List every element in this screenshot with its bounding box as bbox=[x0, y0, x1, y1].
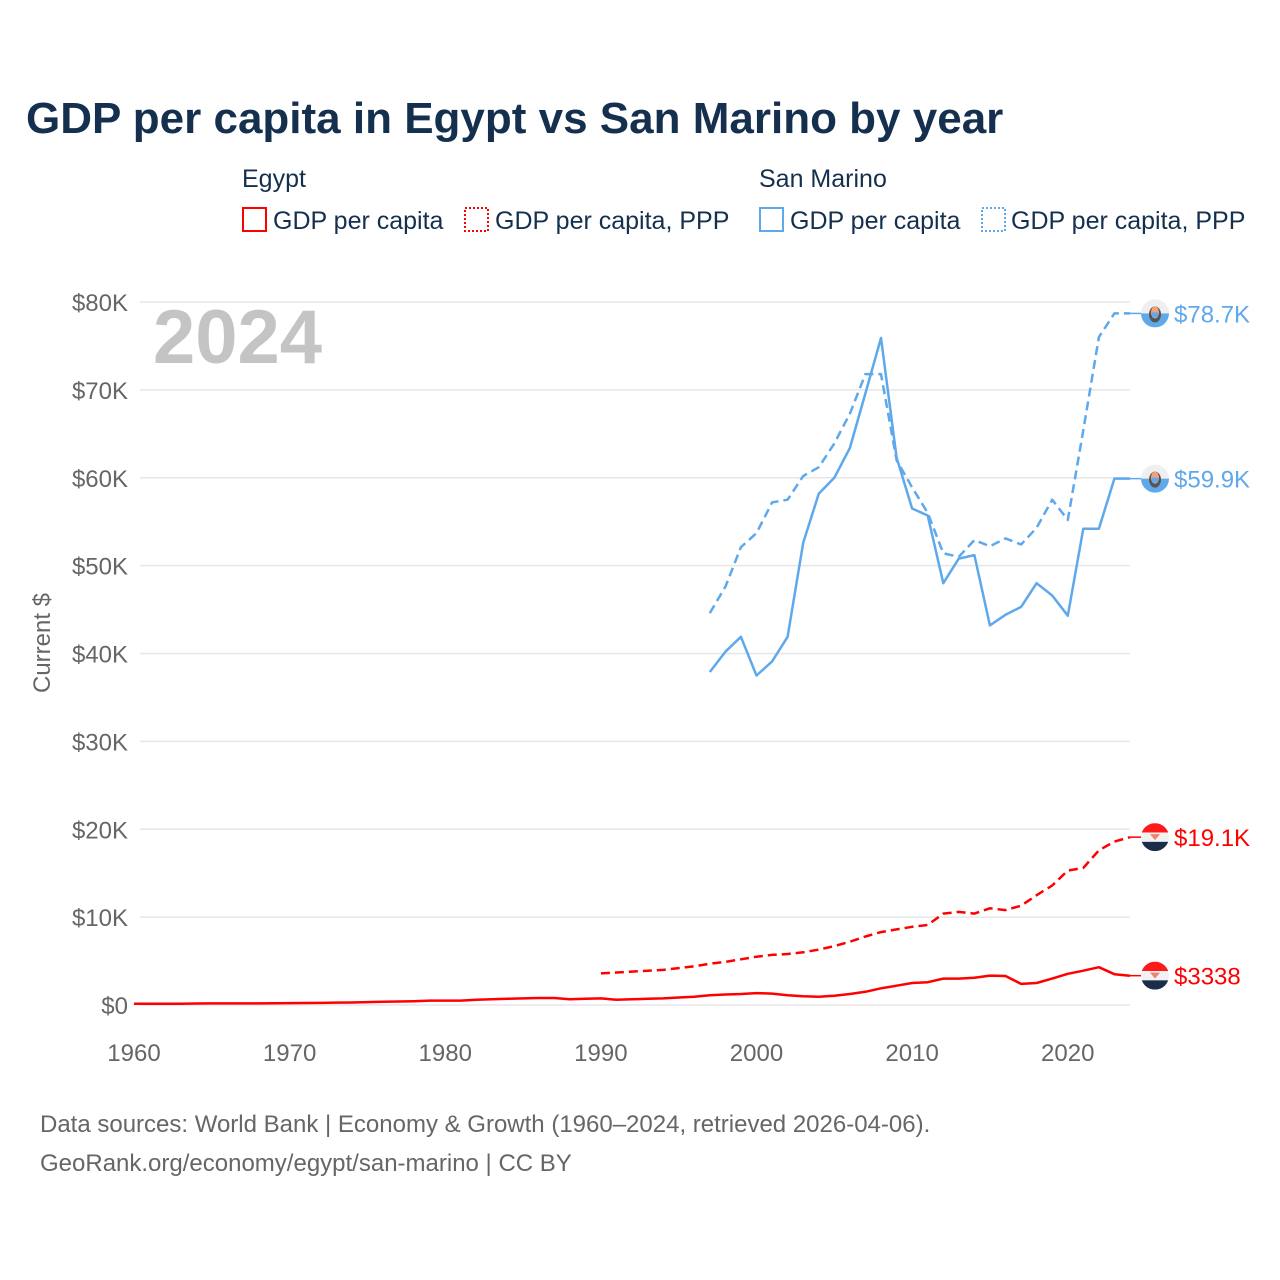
end-value-label: $3338 bbox=[1174, 964, 1241, 991]
legend-group-san-marino: San Marino bbox=[759, 165, 887, 193]
legend-label: GDP per capita, PPP bbox=[1011, 207, 1245, 235]
year-watermark: 2024 bbox=[153, 295, 322, 380]
legend-swatch bbox=[981, 207, 1006, 232]
legend-swatch bbox=[759, 207, 784, 232]
legend-item-san-marino-ppp[interactable]: GDP per capita, PPP bbox=[981, 207, 1245, 235]
y-tick-label: $0 bbox=[101, 993, 128, 1020]
x-tick-label: 1970 bbox=[263, 1040, 316, 1067]
y-tick-label: $60K bbox=[72, 466, 128, 493]
gridlines bbox=[140, 301, 1130, 1006]
series-lines bbox=[134, 312, 1131, 1006]
legend: Egypt San Marino GDP per capita GDP per … bbox=[242, 165, 1245, 235]
legend-label: GDP per capita bbox=[273, 207, 444, 235]
x-tick-label: 2000 bbox=[730, 1040, 783, 1067]
legend-item-san-marino-gdp[interactable]: GDP per capita bbox=[759, 207, 961, 235]
end-label-group: $19.1K bbox=[1130, 823, 1250, 852]
series-line-egypt-gdp-per-capita[interactable] bbox=[134, 965, 1131, 1006]
x-tick-label: 1960 bbox=[107, 1040, 160, 1067]
y-tick-label: $40K bbox=[72, 642, 128, 669]
y-tick-label: $30K bbox=[72, 729, 128, 756]
series-line-san-marino-gdp-per-capita[interactable] bbox=[708, 336, 1130, 677]
series-line-san-marino-gdp-per-capita-ppp[interactable] bbox=[708, 312, 1130, 614]
egypt-flag-icon bbox=[1141, 823, 1169, 852]
legend-label: GDP per capita bbox=[790, 207, 961, 235]
y-tick-label: $80K bbox=[72, 290, 128, 317]
y-axis-label: Current $ bbox=[29, 593, 56, 693]
y-tick-label: $10K bbox=[72, 905, 128, 932]
y-axis-ticks: $0 $10K $20K $30K $40K $50K $60K $70K $80K bbox=[72, 290, 128, 1020]
end-value-label: $19.1K bbox=[1174, 825, 1250, 852]
x-tick-label: 1980 bbox=[419, 1040, 472, 1067]
legend-item-egypt-gdp[interactable]: GDP per capita bbox=[242, 207, 444, 235]
end-value-label: $59.9K bbox=[1174, 467, 1250, 494]
end-value-label: $78.7K bbox=[1174, 301, 1250, 328]
legend-item-egypt-ppp[interactable]: GDP per capita, PPP bbox=[464, 207, 729, 235]
egypt-flag-icon bbox=[1141, 961, 1169, 990]
series-line-egypt-gdp-per-capita-ppp[interactable] bbox=[600, 835, 1131, 975]
end-label-group: $78.7K bbox=[1130, 299, 1250, 328]
y-tick-label: $70K bbox=[72, 378, 128, 405]
legend-swatch bbox=[464, 207, 489, 232]
end-label-group: $3338 bbox=[1130, 961, 1241, 991]
footer-link[interactable]: GeoRank.org/economy/egypt/san-marino | C… bbox=[40, 1150, 572, 1177]
y-tick-label: $50K bbox=[72, 554, 128, 581]
x-tick-label: 1990 bbox=[574, 1040, 627, 1067]
x-tick-label: 2020 bbox=[1041, 1040, 1094, 1067]
san-marino-flag-icon bbox=[1141, 464, 1169, 493]
end-label-group: $59.9K bbox=[1130, 464, 1250, 494]
legend-label: GDP per capita, PPP bbox=[495, 207, 729, 235]
y-tick-label: $20K bbox=[72, 817, 128, 844]
x-tick-label: 2010 bbox=[885, 1040, 938, 1067]
san-marino-flag-icon bbox=[1141, 299, 1169, 328]
x-axis-ticks: 1960 1970 1980 1990 2000 2010 2020 bbox=[107, 1040, 1094, 1067]
legend-swatch bbox=[242, 207, 267, 232]
chart-title: GDP per capita in Egypt vs San Marino by… bbox=[26, 94, 1003, 143]
legend-group-egypt: Egypt bbox=[242, 165, 306, 193]
end-labels: $3338 $19.1K $59.9K $78.7K bbox=[1130, 299, 1250, 991]
footer-sources: Data sources: World Bank | Economy & Gro… bbox=[40, 1111, 930, 1138]
